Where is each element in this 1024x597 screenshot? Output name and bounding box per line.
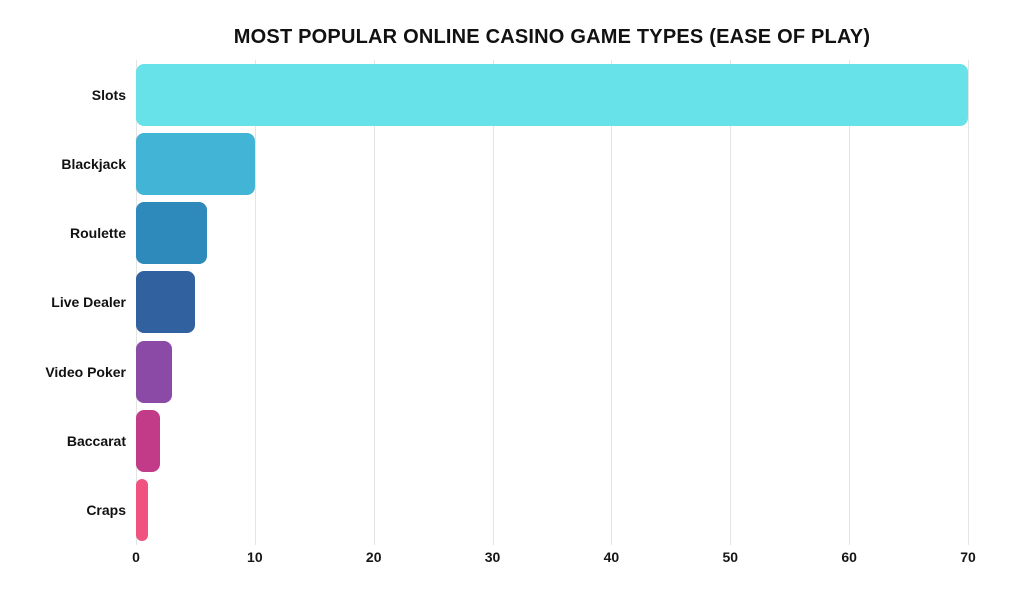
gridline-x-70 (968, 60, 969, 545)
x-tick-label-40: 40 (603, 549, 620, 565)
x-tick-label-30: 30 (484, 549, 501, 565)
bar-row-slots: Slots (0, 60, 1024, 129)
bar-row-craps: Craps (0, 476, 1024, 545)
category-label-craps: Craps (86, 502, 126, 519)
x-tick-label-60: 60 (841, 549, 857, 565)
gridline-x-20 (373, 60, 375, 545)
gridline-x-60 (849, 60, 851, 545)
category-label-roulette: Roulette (70, 225, 126, 242)
gridline-x-10 (254, 60, 256, 545)
bar-row-blackjack: Blackjack (0, 129, 1024, 198)
bar-roulette (136, 202, 208, 265)
gridline-x-50 (730, 60, 732, 545)
bar-row-video-poker: Video Poker (0, 337, 1024, 406)
bar-blackjack (136, 132, 255, 195)
x-tick-label-20: 20 (365, 549, 382, 565)
bar-video-poker (136, 340, 172, 403)
bar-row-baccarat: Baccarat (0, 406, 1024, 475)
category-label-blackjack: Blackjack (61, 155, 126, 172)
x-tick-label-0: 0 (132, 549, 140, 565)
chart-title: MOST POPULAR ONLINE CASINO GAME TYPES (E… (233, 26, 871, 48)
x-tick-label-70: 70 (960, 549, 976, 565)
x-tick-label-10: 10 (247, 549, 263, 565)
bar-baccarat (136, 410, 160, 473)
bar-slots (136, 63, 968, 126)
gridline-x-30 (492, 60, 494, 545)
bar-row-roulette: Roulette (0, 199, 1024, 268)
bar-live-dealer (136, 271, 196, 334)
category-label-slots: Slots (91, 86, 126, 103)
bar-row-live-dealer: Live Dealer (0, 268, 1024, 337)
category-label-live-dealer: Live Dealer (51, 294, 126, 311)
gridline-x-40 (611, 60, 613, 545)
category-label-baccarat: Baccarat (66, 433, 126, 450)
x-tick-label-50: 50 (722, 549, 739, 565)
category-label-video-poker: Video Poker (45, 363, 126, 380)
bar-craps (136, 479, 148, 542)
plot-area: Slots Blackjack Roulette Live Dealer Video P… (0, 60, 1024, 545)
